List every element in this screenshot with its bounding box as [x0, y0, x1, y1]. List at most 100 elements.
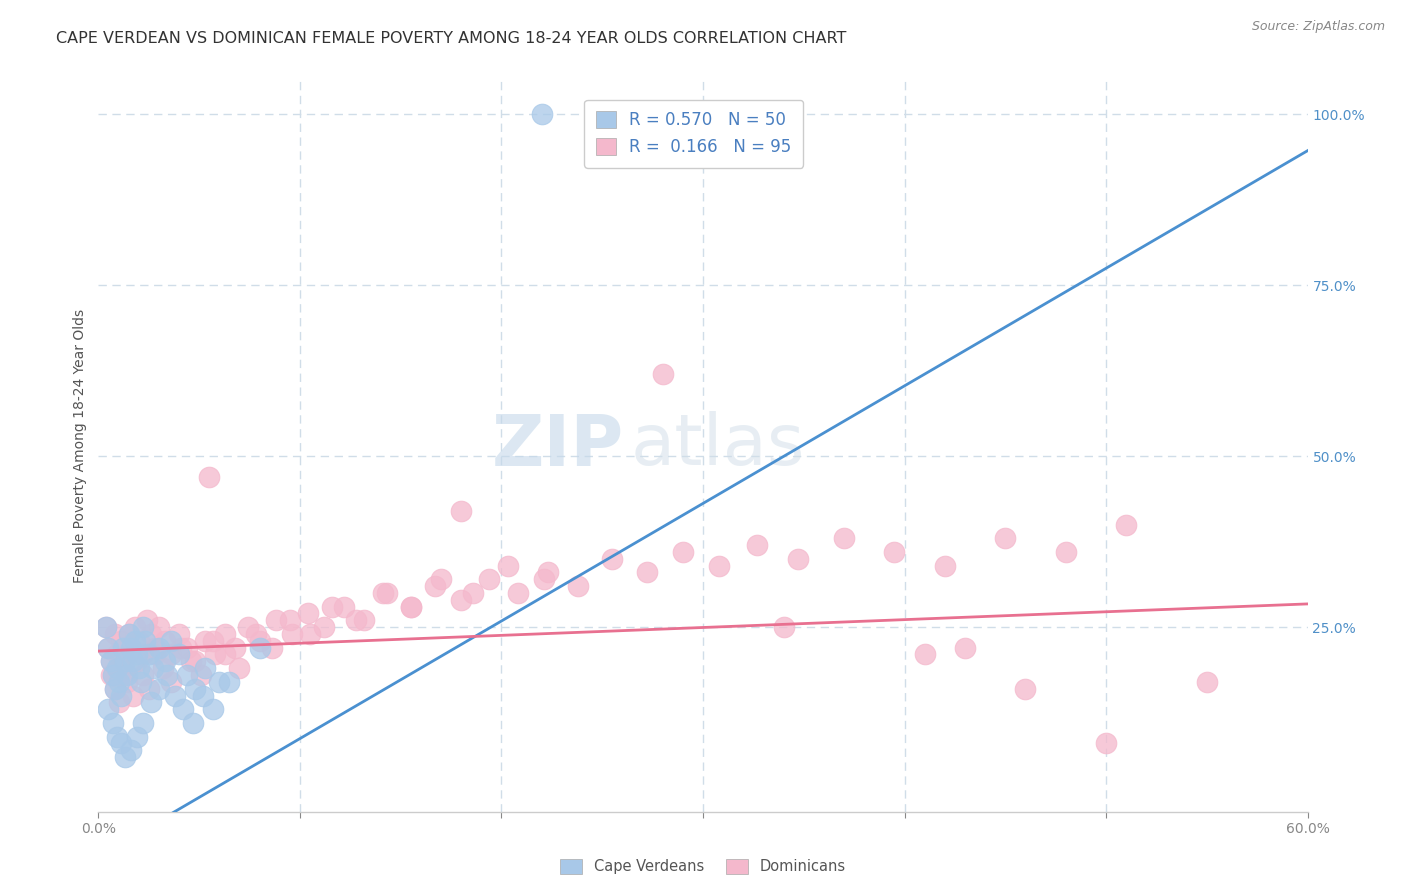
Point	[124, 633, 146, 648]
Point	[103, 681, 125, 696]
Point	[506, 586, 529, 600]
Point	[132, 620, 155, 634]
Point	[115, 674, 138, 689]
Point	[399, 599, 422, 614]
Point	[118, 627, 141, 641]
Point	[651, 368, 673, 382]
Legend: Cape Verdeans, Dominicans: Cape Verdeans, Dominicans	[554, 853, 852, 880]
Point	[125, 730, 148, 744]
Point	[111, 654, 134, 668]
Point	[101, 715, 124, 730]
Point	[105, 648, 128, 662]
Point	[107, 695, 129, 709]
Point	[914, 648, 936, 662]
Point	[786, 551, 808, 566]
Point	[450, 504, 472, 518]
Point	[97, 640, 120, 655]
Point	[125, 648, 148, 662]
Point	[138, 681, 160, 696]
Point	[103, 627, 125, 641]
Point	[707, 558, 730, 573]
Point	[160, 648, 183, 662]
Text: ZIP: ZIP	[492, 411, 624, 481]
Point	[1014, 681, 1036, 696]
Point	[114, 654, 136, 668]
Point	[124, 620, 146, 634]
Legend: R = 0.570   N = 50, R =  0.166   N = 95: R = 0.570 N = 50, R = 0.166 N = 95	[585, 100, 803, 168]
Point	[249, 633, 271, 648]
Point	[107, 661, 129, 675]
Point	[883, 545, 905, 559]
Point	[194, 661, 217, 675]
Point	[224, 640, 246, 655]
Point	[1054, 545, 1077, 559]
Point	[110, 736, 132, 750]
Point	[537, 566, 560, 580]
Point	[128, 661, 150, 675]
Point	[934, 558, 956, 573]
Point	[172, 702, 194, 716]
Point	[142, 661, 165, 675]
Point	[314, 620, 336, 634]
Point	[496, 558, 519, 573]
Point	[953, 640, 976, 655]
Point	[672, 545, 695, 559]
Point	[97, 640, 120, 655]
Point	[450, 592, 472, 607]
Point	[208, 674, 231, 689]
Point	[1095, 736, 1118, 750]
Point	[297, 607, 319, 621]
Point	[114, 750, 136, 764]
Point	[148, 640, 170, 655]
Point	[1195, 674, 1218, 689]
Point	[110, 633, 132, 648]
Point	[115, 668, 138, 682]
Point	[110, 689, 132, 703]
Point	[143, 640, 166, 655]
Point	[184, 654, 207, 668]
Y-axis label: Female Poverty Among 18-24 Year Olds: Female Poverty Among 18-24 Year Olds	[73, 309, 87, 583]
Point	[167, 648, 190, 662]
Point	[138, 648, 160, 662]
Point	[260, 640, 283, 655]
Point	[153, 633, 176, 648]
Point	[132, 668, 155, 682]
Point	[214, 627, 236, 641]
Point	[530, 107, 553, 121]
Point	[120, 640, 142, 655]
Point	[181, 715, 204, 730]
Point	[832, 531, 855, 545]
Point	[371, 586, 394, 600]
Point	[202, 633, 225, 648]
Point	[198, 469, 221, 483]
Point	[156, 668, 179, 682]
Text: CAPE VERDEAN VS DOMINICAN FEMALE POVERTY AMONG 18-24 YEAR OLDS CORRELATION CHART: CAPE VERDEAN VS DOMINICAN FEMALE POVERTY…	[56, 31, 846, 46]
Point	[204, 648, 226, 662]
Point	[97, 702, 120, 716]
Point	[399, 599, 422, 614]
Point	[692, 107, 714, 121]
Point	[100, 654, 122, 668]
Point	[121, 654, 143, 668]
Point	[143, 648, 166, 662]
Point	[180, 654, 202, 668]
Point	[190, 668, 212, 682]
Point	[176, 640, 198, 655]
Point	[103, 681, 125, 696]
Point	[278, 613, 301, 627]
Point	[167, 627, 190, 641]
Point	[111, 640, 134, 655]
Point	[353, 613, 375, 627]
Point	[218, 674, 240, 689]
Point	[264, 613, 287, 627]
Point	[281, 627, 304, 641]
Point	[96, 620, 118, 634]
Point	[148, 681, 170, 696]
Point	[152, 661, 174, 675]
Point	[139, 627, 162, 641]
Point	[120, 640, 142, 655]
Point	[170, 640, 193, 655]
Point	[193, 689, 215, 703]
Point	[128, 633, 150, 648]
Point	[994, 531, 1017, 545]
